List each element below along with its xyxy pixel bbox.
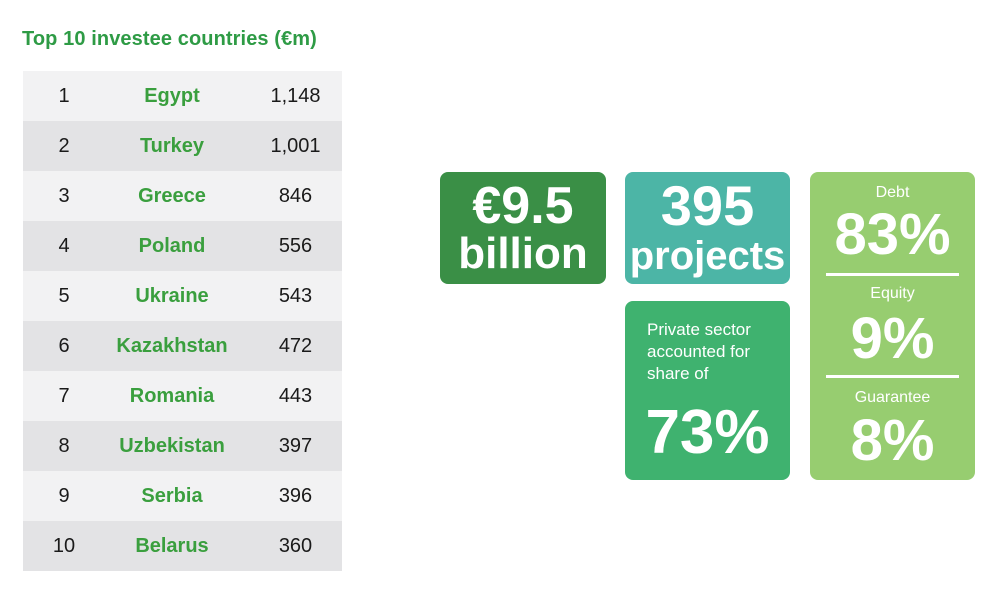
table-title: Top 10 investee countries (€m) bbox=[22, 28, 317, 50]
value-cell: 543 bbox=[278, 284, 313, 307]
country-cell: Greece bbox=[138, 184, 206, 207]
country-cell: Romania bbox=[129, 384, 215, 407]
guarantee-percentage: 8% bbox=[850, 408, 935, 473]
country-cell: Uzbekistan bbox=[119, 434, 225, 457]
rank-cell: 2 bbox=[58, 134, 70, 157]
private-sector-caption: Private sector accounted for share of bbox=[647, 319, 777, 385]
rank-cell: 6 bbox=[58, 334, 70, 357]
country-cell: Kazakhstan bbox=[116, 334, 228, 357]
equity-label: Equity bbox=[870, 285, 915, 302]
table-row: 2 Turkey 1,001 bbox=[23, 121, 342, 171]
table-row: 5 Ukraine 543 bbox=[23, 271, 342, 321]
divider bbox=[826, 375, 959, 378]
value-cell: 360 bbox=[278, 534, 313, 557]
value-cell: 1,148 bbox=[270, 84, 321, 107]
rank-cell: 7 bbox=[58, 384, 70, 407]
rank-cell: 10 bbox=[52, 534, 76, 557]
instrument-split-tile: Debt 83% Equity 9% Guarantee 8% bbox=[810, 172, 975, 480]
private-sector-line-2: accounted for bbox=[647, 342, 751, 361]
value-cell: 397 bbox=[278, 434, 313, 457]
value-cell: 846 bbox=[278, 184, 313, 207]
table-row: 6 Kazakhstan 472 bbox=[23, 321, 342, 371]
country-cell: Serbia bbox=[141, 484, 203, 507]
investment-total-tile: €9.5 billion bbox=[440, 172, 606, 284]
private-sector-percentage: 73% bbox=[645, 398, 770, 467]
rank-cell: 1 bbox=[58, 84, 70, 107]
table-row: 1 Egypt 1,148 bbox=[23, 71, 342, 121]
country-cell: Egypt bbox=[144, 84, 200, 107]
table-row: 4 Poland 556 bbox=[23, 221, 342, 271]
debt-percentage: 83% bbox=[834, 202, 951, 267]
rank-cell: 4 bbox=[58, 234, 70, 257]
debt-label: Debt bbox=[875, 184, 910, 201]
investment-amount: €9.5 bbox=[472, 177, 574, 235]
rank-cell: 9 bbox=[58, 484, 70, 507]
rank-cell: 3 bbox=[58, 184, 70, 207]
private-sector-line-1: Private sector bbox=[647, 320, 751, 339]
value-cell: 1,001 bbox=[270, 134, 321, 157]
table-row: 7 Romania 443 bbox=[23, 371, 342, 421]
divider bbox=[826, 273, 959, 276]
country-cell: Poland bbox=[138, 234, 206, 257]
country-cell: Belarus bbox=[135, 534, 209, 557]
value-cell: 472 bbox=[278, 334, 313, 357]
equity-percentage: 9% bbox=[850, 306, 935, 371]
country-cell: Ukraine bbox=[135, 284, 209, 307]
projects-label: projects bbox=[629, 234, 786, 278]
value-cell: 443 bbox=[278, 384, 313, 407]
rank-cell: 5 bbox=[58, 284, 70, 307]
projects-count: 395 bbox=[660, 174, 755, 237]
table-row: 3 Greece 846 bbox=[23, 171, 342, 221]
table-row: 10 Belarus 360 bbox=[23, 521, 342, 571]
guarantee-label: Guarantee bbox=[854, 389, 931, 406]
investment-unit: billion bbox=[458, 229, 588, 278]
private-sector-share-tile: Private sector accounted for share of 73… bbox=[625, 301, 790, 480]
projects-count-tile: 395 projects bbox=[625, 172, 790, 284]
rank-cell: 8 bbox=[58, 434, 70, 457]
private-sector-line-3: share of bbox=[647, 364, 709, 383]
value-cell: 556 bbox=[278, 234, 313, 257]
investee-countries-table: 1 Egypt 1,148 2 Turkey 1,001 3 Greece 84… bbox=[23, 71, 342, 571]
table-row: 8 Uzbekistan 397 bbox=[23, 421, 342, 471]
country-cell: Turkey bbox=[139, 134, 205, 157]
table-row: 9 Serbia 396 bbox=[23, 471, 342, 521]
value-cell: 396 bbox=[278, 484, 313, 507]
